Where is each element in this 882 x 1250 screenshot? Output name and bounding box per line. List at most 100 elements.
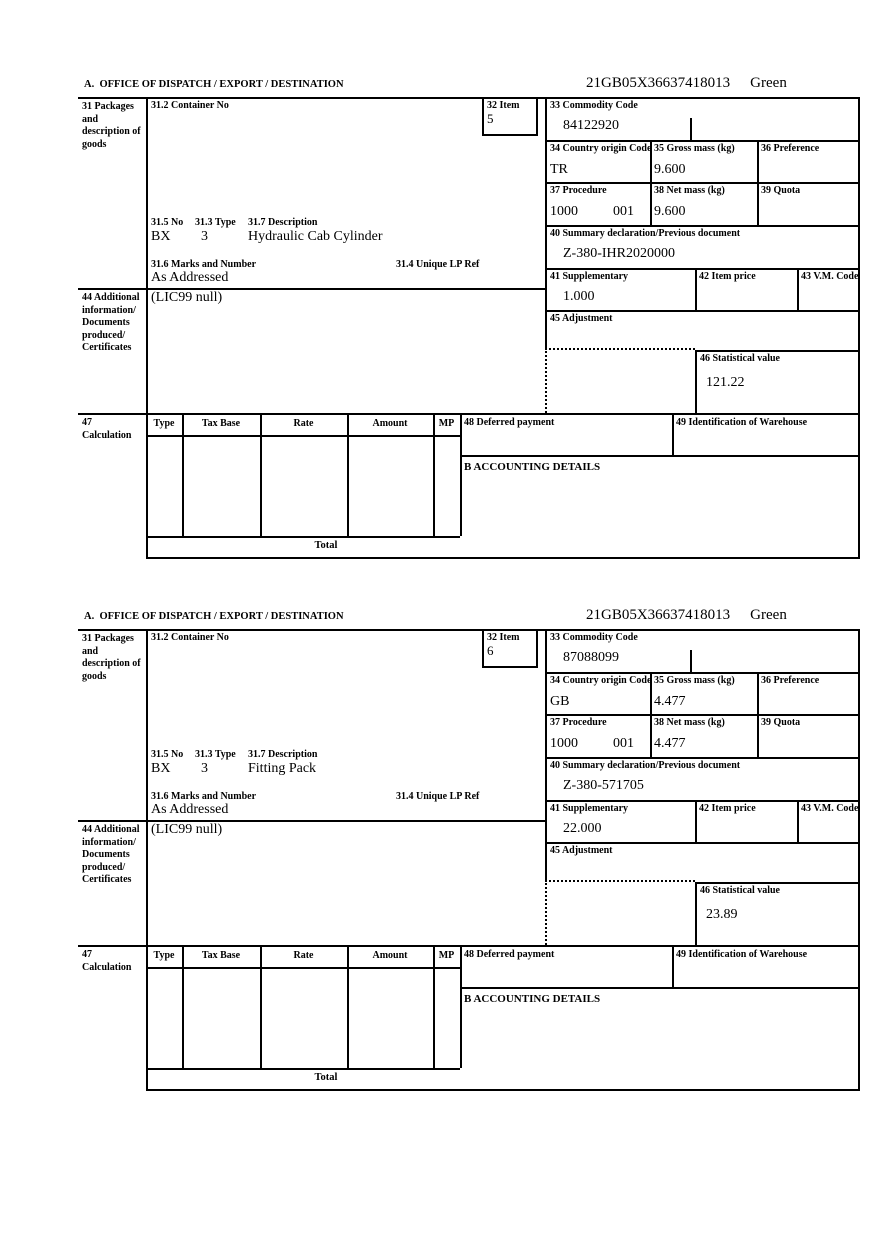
procedure-code-value: 1000: [550, 736, 578, 751]
calc-header-rate: Rate: [293, 418, 314, 429]
box41-label: 41 Supplementary: [550, 803, 629, 814]
calc-header-mp: MP: [438, 950, 455, 961]
gross-mass-value: 4.477: [654, 694, 686, 709]
box47-label: 47 Calculation: [82, 949, 132, 973]
box31-6-label: 31.6 Marks and Number: [151, 791, 257, 802]
net-mass-value: 9.600: [654, 204, 686, 219]
box32-label: 32 Item: [487, 632, 520, 643]
border-line: [797, 800, 799, 842]
border-line: [146, 1089, 860, 1091]
box37-label: 37 Procedure: [550, 717, 607, 728]
box31-label: 31 Packages and description of goods: [82, 633, 141, 682]
goods-description-value: Hydraulic Cab Cylinder: [248, 229, 383, 244]
mrn-value: 21GB05X36637418013: [586, 607, 731, 623]
border-line: [146, 557, 860, 559]
marks-and-numbers-value: As Addressed: [151, 802, 229, 817]
box46-label: 46 Statistical value: [700, 353, 780, 364]
commodity-code-separator-line: [690, 650, 692, 672]
box31-3-label: 31.3 Type: [195, 749, 236, 760]
item-number-value: 6: [487, 643, 494, 658]
accounting-details-heading: B ACCOUNTING DETAILS: [464, 993, 601, 1005]
box48-label: 48 Deferred payment: [464, 417, 555, 428]
border-line: [146, 435, 460, 437]
border-line: [545, 310, 858, 312]
box41-label: 41 Supplementary: [550, 271, 629, 282]
additional-information-value: (LIC99 null): [151, 822, 223, 837]
border-line: [347, 945, 349, 1068]
border-line: [78, 97, 859, 99]
border-line: [78, 820, 545, 822]
box34-label: 34 Country origin Code: [550, 675, 652, 686]
box47-label: 47 Calculation: [82, 417, 132, 441]
box31-4-label: 31.4 Unique LP Ref: [396, 791, 480, 802]
net-mass-value: 4.477: [654, 736, 686, 751]
border-line: [545, 97, 547, 348]
statistical-value-box: [695, 882, 860, 947]
box49-label: 49 Identification of Warehouse: [676, 949, 808, 960]
box44-label: 44 Additional information/ Documents pro…: [82, 824, 140, 885]
border-line: [146, 967, 460, 969]
border-line: [545, 757, 858, 759]
marks-and-numbers-value: As Addressed: [151, 270, 229, 285]
total-label: Total: [314, 1072, 338, 1083]
calc-header-rate: Rate: [293, 950, 314, 961]
box43-label: 43 V.M. Code: [801, 271, 859, 282]
border-line: [78, 629, 859, 631]
previous-document-value: Z-380-IHR2020000: [563, 246, 675, 261]
dotted-border-line: [545, 348, 695, 350]
box45-label: 45 Adjustment: [550, 313, 613, 324]
box43-label: 43 V.M. Code: [801, 803, 859, 814]
border-line: [146, 97, 148, 557]
previous-document-value: Z-380-571705: [563, 778, 644, 793]
border-line: [672, 945, 674, 987]
border-line: [146, 1068, 460, 1070]
item-section: A. OFFICE OF DISPATCH / EXPORT / DESTINA…: [0, 75, 882, 560]
border-line: [545, 842, 858, 844]
statistical-value: 23.89: [706, 907, 738, 922]
border-line: [460, 945, 462, 1068]
border-line: [182, 413, 184, 536]
box37-label: 37 Procedure: [550, 185, 607, 196]
item-number-value: 5: [487, 111, 494, 126]
box38-label: 38 Net mass (kg): [654, 717, 725, 728]
box31-6-label: 31.6 Marks and Number: [151, 259, 257, 270]
border-line: [460, 987, 858, 989]
border-line: [545, 629, 547, 880]
border-line: [260, 413, 262, 536]
package-kind-value: BX: [151, 761, 171, 776]
border-line: [433, 945, 435, 1068]
border-line: [78, 288, 545, 290]
box38-label: 38 Net mass (kg): [654, 185, 725, 196]
procedure-code-2-value: 001: [613, 736, 634, 751]
procedure-code-value: 1000: [550, 204, 578, 219]
box32-label: 32 Item: [487, 100, 520, 111]
goods-description-value: Fitting Pack: [248, 761, 317, 776]
box31-7-label: 31.7 Description: [248, 217, 318, 228]
total-label: Total: [314, 540, 338, 551]
box31-5-label: 31.5 No: [151, 749, 184, 760]
box46-label: 46 Statistical value: [700, 885, 780, 896]
box39-label: 39 Quota: [761, 717, 801, 728]
box42-label: 42 Item price: [699, 803, 756, 814]
border-line: [146, 629, 148, 1089]
gross-mass-value: 9.600: [654, 162, 686, 177]
additional-information-value: (LIC99 null): [151, 290, 223, 305]
border-line: [460, 455, 858, 457]
box44-label: 44 Additional information/ Documents pro…: [82, 292, 140, 353]
commodity-code-value: 84122920: [563, 118, 619, 133]
box40-label: 40 Summary declaration/Previous document: [550, 228, 741, 239]
item-section: A. OFFICE OF DISPATCH / EXPORT / DESTINA…: [0, 607, 882, 1092]
box36-label: 36 Preference: [761, 143, 820, 154]
border-line: [460, 413, 462, 536]
box48-label: 48 Deferred payment: [464, 949, 555, 960]
border-line: [260, 945, 262, 1068]
border-line: [545, 672, 858, 674]
border-line: [545, 140, 858, 142]
box40-label: 40 Summary declaration/Previous document: [550, 760, 741, 771]
box49-label: 49 Identification of Warehouse: [676, 417, 808, 428]
declaration-reference: 21GB05X36637418013 Green: [586, 607, 787, 624]
calc-header-tax-base: Tax Base: [201, 418, 241, 429]
office-of-dispatch-heading: A. OFFICE OF DISPATCH / EXPORT / DESTINA…: [84, 79, 344, 90]
border-line: [858, 629, 860, 1089]
